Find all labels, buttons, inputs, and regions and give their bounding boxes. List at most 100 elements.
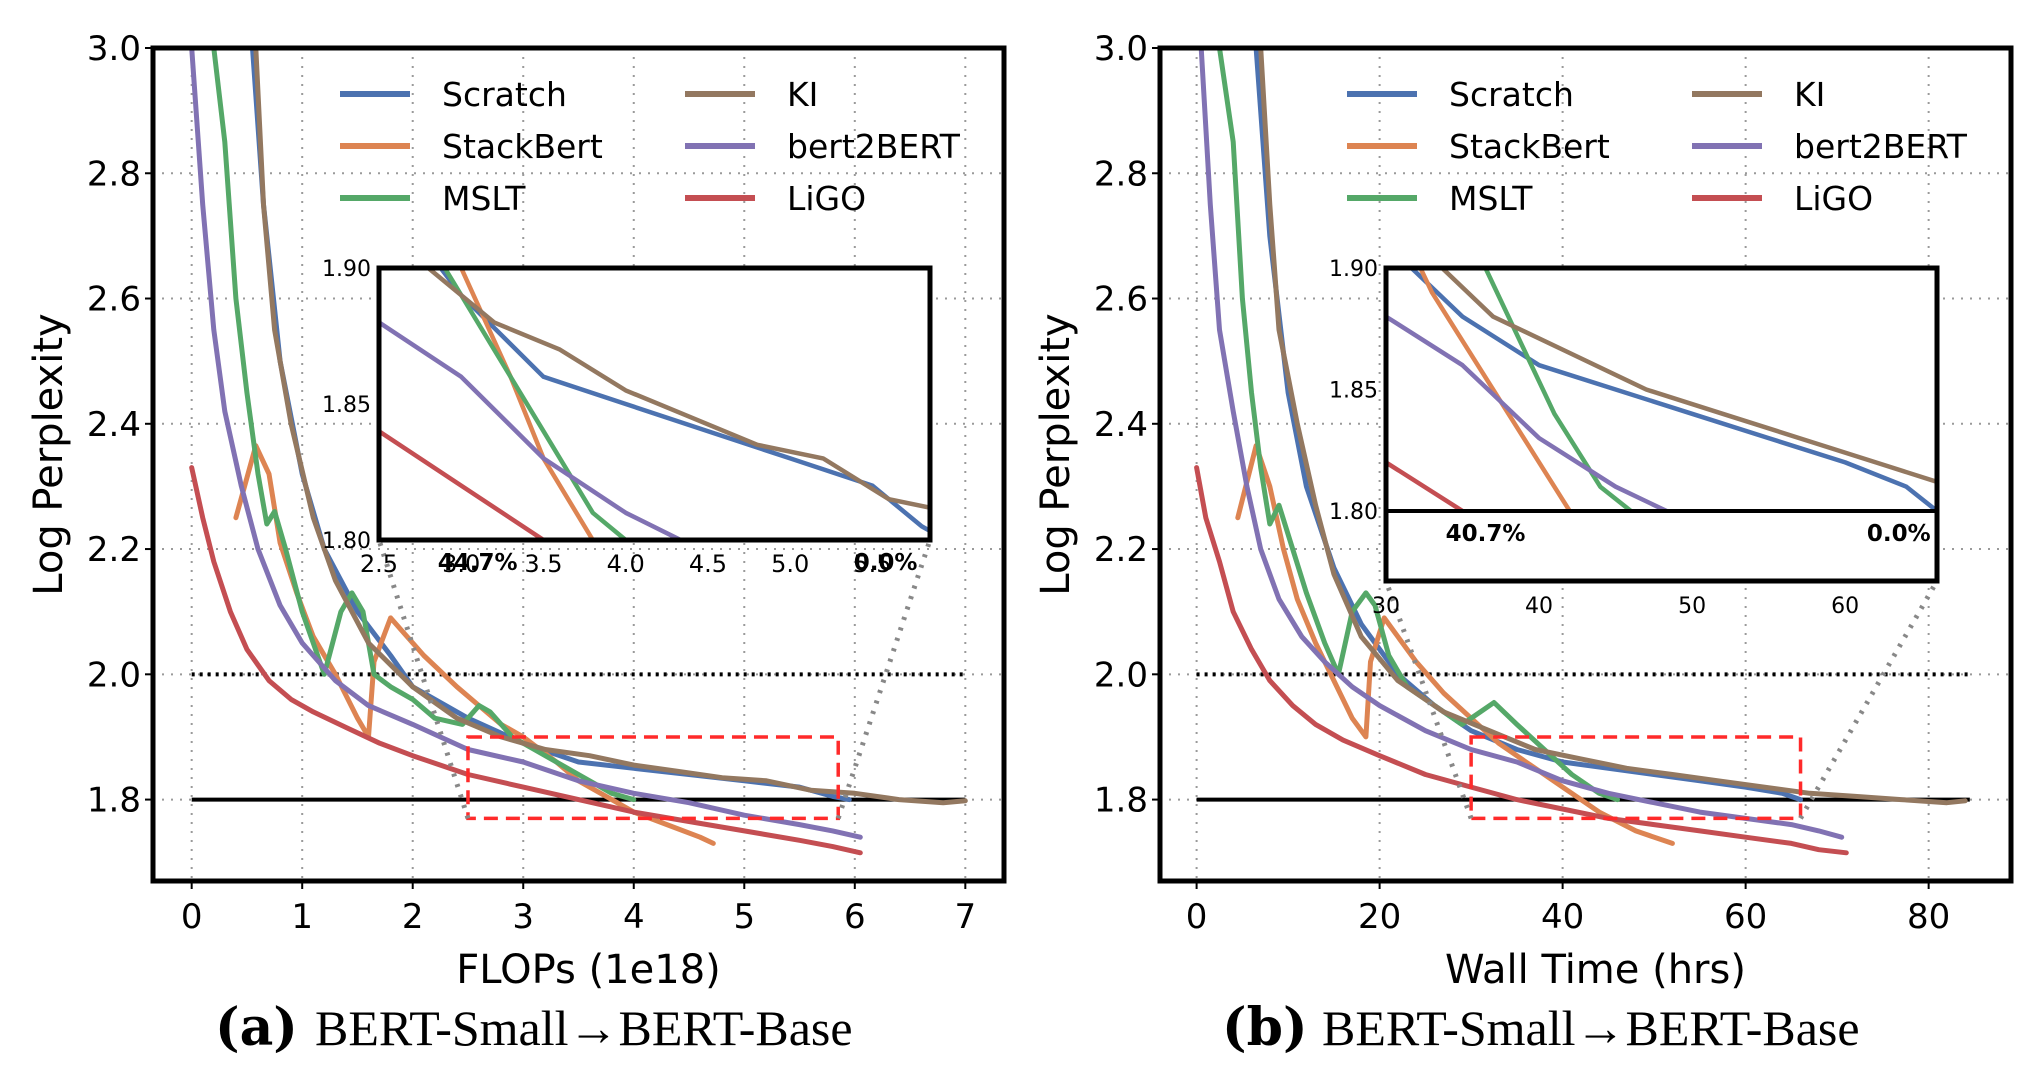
caption-a: (a) BERT-Small→BERT-Base [215, 997, 853, 1058]
y-axis-label: Log Perplexity [26, 313, 72, 595]
y-tick-label: 2.6 [87, 280, 141, 320]
series-line-LiGO [1194, 465, 1849, 856]
inset-x-tick-label: 4.5 [689, 550, 727, 578]
legend-label-MSLT: MSLT [1449, 179, 1533, 218]
inset-annotation: 0.0% [1867, 521, 1931, 547]
x-tick-label: 60 [1724, 897, 1767, 937]
series-line-MSLT [1217, 48, 1620, 803]
inset-x-tick-label: 3.0 [442, 550, 480, 578]
inset-x-tick-label: 5.0 [771, 550, 809, 578]
legend-label-Scratch: Scratch [1449, 75, 1574, 114]
x-tick-label: 6 [844, 897, 866, 937]
chart-panel-b: 1.80 1.85 1.90 30 40 50 60 40.7% 0.0% 0 20 40 60 80 1.… [1033, 29, 2014, 993]
zoom-connector-left [376, 539, 471, 820]
y-tick-label: 2.2 [1094, 530, 1148, 570]
x-tick-label: 80 [1907, 897, 1950, 937]
inset-frame [376, 265, 933, 543]
legend-label-StackBert: StackBert [1449, 127, 1610, 166]
inset: 1.80 1.85 1.90 2.5 3.0 3.5 4.0 4.5 5.0 5.5 44.7% 0.… [322, 257, 933, 578]
x-tick-label: 5 [733, 897, 755, 937]
caption-a-letter: (a) [215, 997, 298, 1058]
series-line-LiGO [189, 465, 863, 856]
legend-label-StackBert: StackBert [442, 127, 603, 166]
x-tick-label: 40 [1541, 897, 1584, 937]
legend-label-KI: KI [787, 75, 818, 114]
legend-label-MSLT: MSLT [442, 179, 526, 218]
x-axis-label: Wall Time (hrs) [1445, 947, 1746, 993]
inset-x-tick-label: 30 [1372, 594, 1400, 619]
y-tick-label: 3.0 [1094, 29, 1148, 69]
inset-series-line-Scratch [437, 268, 930, 534]
inset-annotation: 40.7% [1446, 521, 1526, 547]
inset-series-group [1386, 268, 1937, 511]
inset-y-tick-label: 1.90 [1329, 257, 1378, 282]
y-tick-label: 3.0 [87, 29, 141, 69]
x-tick-label: 2 [402, 897, 424, 937]
zoom-box [1469, 735, 1803, 821]
inset-x-tick-label: 40 [1525, 594, 1553, 619]
inset-y-tick-label: 1.85 [1329, 379, 1378, 404]
grid [1160, 47, 2011, 881]
inset-x-tick-label: 50 [1678, 594, 1706, 619]
inset-series-line-KI [425, 268, 930, 510]
legend-label-LiGO: LiGO [1794, 179, 1873, 218]
inset-x-tick-label: 2.5 [360, 550, 398, 578]
inset-x-tick-label: 4.0 [607, 550, 645, 578]
inset-y-tick-label: 1.80 [1329, 500, 1378, 525]
series-line-KI [253, 48, 968, 806]
series-line-bert2BERT [1198, 48, 1845, 840]
inset-annotation: 0.0% [854, 550, 918, 576]
inset: 1.80 1.85 1.90 30 40 50 60 40.7% 0.0% [1329, 257, 1940, 619]
series-line-bert2BERT [189, 48, 863, 840]
x-tick-label: 3 [512, 897, 534, 937]
chart-panel-a: 1.801.851.902.5 3.0 3.5 4.0 4.5 5.0 5.544.7% 0.… [26, 29, 1007, 993]
x-tick-label: 4 [623, 897, 645, 937]
y-tick-label: 2.0 [87, 655, 141, 695]
y-tick-label: 2.2 [87, 530, 141, 570]
inset-y-tick-label: 1.80 [322, 529, 371, 554]
caption-b-text: BERT-Small→BERT-Base [1322, 1000, 1860, 1056]
zoom-box [466, 735, 840, 821]
series-group [1194, 48, 1968, 856]
legend-label-bert2BERT: bert2BERT [1794, 127, 1968, 166]
x-tick-label: 20 [1358, 897, 1401, 937]
y-tick-label: 1.8 [1094, 781, 1148, 821]
caption-b-letter: (b) [1222, 997, 1308, 1058]
legend: Scratch StackBert MSLT KI bert2BERT LiGO [1347, 75, 1968, 218]
zoom-connector-right [835, 539, 933, 820]
y-tick-label: 2.4 [87, 405, 141, 445]
x-tick-label: 1 [291, 897, 313, 937]
plot-frame [150, 45, 1007, 884]
inset-background [1386, 268, 1937, 581]
inset-y-tick-label: 1.90 [322, 257, 371, 282]
y-tick-label: 2.8 [1094, 154, 1148, 194]
y-axis-label: Log Perplexity [1033, 313, 1079, 595]
inset-series-line-Scratch [1408, 268, 1937, 511]
series-line-KI [1258, 48, 1968, 806]
plot-frame [1157, 45, 2014, 884]
zoom-connector-right [1798, 579, 1940, 820]
inset-series-group [379, 268, 930, 540]
inset-x-tick-label: 5.5 [853, 550, 891, 578]
y-tick-label: 1.8 [87, 781, 141, 821]
inset-frame [1383, 265, 1940, 584]
zoom-connector-left [1383, 580, 1474, 820]
series-group [189, 48, 968, 856]
inset-y-tick-label: 1.85 [322, 393, 371, 418]
caption-a-text: BERT-Small→BERT-Base [315, 1000, 853, 1056]
inset-series-line-KI [1438, 268, 1937, 485]
inset-annotation: 44.7% [438, 550, 518, 576]
inset-x-tick-label: 3.5 [524, 550, 562, 578]
x-axis-label: FLOPs (1e18) [456, 947, 721, 993]
legend-label-Scratch: Scratch [442, 75, 567, 114]
legend-label-bert2BERT: bert2BERT [787, 127, 961, 166]
y-tick-label: 2.6 [1094, 280, 1148, 320]
legend-label-LiGO: LiGO [787, 179, 866, 218]
inset-series-line-StackBert [1417, 268, 1573, 511]
series-line-StackBert [1235, 443, 1675, 846]
inset-x-tick-label: 60 [1831, 594, 1859, 619]
legend: Scratch StackBert MSLT KI bert2BERT LiGO [340, 75, 961, 218]
y-tick-label: 2.8 [87, 154, 141, 194]
caption-b: (b) BERT-Small→BERT-Base [1222, 997, 1860, 1058]
